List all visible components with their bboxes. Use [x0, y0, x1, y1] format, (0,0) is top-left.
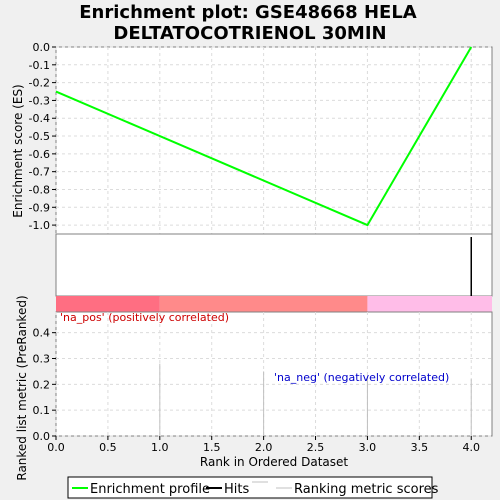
metric-y-tick-label: 0.4	[33, 327, 51, 340]
metric-y-tick-label: 0.0	[33, 430, 51, 443]
es-y-tick-label: -1.0	[29, 219, 50, 232]
x-tick-label: 4.0	[462, 441, 480, 454]
metric-y-tick-label: 0.3	[33, 353, 51, 366]
metric-y-tick-label: 0.2	[33, 378, 51, 391]
x-tick-label: 0.5	[99, 441, 117, 454]
es-panel	[55, 46, 493, 235]
es-y-tick-label: -0.1	[29, 59, 50, 72]
es-y-tick-label: -0.4	[29, 112, 50, 125]
legend-label-hits: Hits	[224, 482, 249, 497]
legend: Enrichment profile Hits Ranking metric s…	[67, 476, 439, 499]
metric-y-axis-label: Ranked list metric (PreRanked)	[15, 295, 29, 480]
metric-y-tick-label: 0.1	[33, 404, 51, 417]
x-tick-label: 2.5	[307, 441, 325, 454]
es-y-tick-label: -0.5	[29, 130, 50, 143]
x-tick-label: 3.0	[359, 441, 377, 454]
chart-title-line1: Enrichment plot: GSE48668 HELA	[79, 2, 417, 23]
es-y-tick-label: -0.3	[29, 94, 50, 107]
x-ticks: 0.0 0.5 1.0 1.5 2.0 2.5 3.0 3.5 4.0	[47, 436, 480, 454]
x-tick-label: 1.0	[151, 441, 169, 454]
es-y-axis-label: Enrichment score (ES)	[11, 84, 25, 217]
metric-bars	[159, 363, 472, 436]
es-y-tick-label: -0.2	[29, 77, 50, 90]
pos-label: 'na_pos' (positively correlated)	[60, 311, 229, 324]
x-tick-label: 0.0	[47, 441, 65, 454]
legend-label-enrichment-profile: Enrichment profile	[90, 482, 210, 497]
es-profile-line	[55, 46, 473, 227]
metric-y-ticks: 0.0 0.1 0.2 0.3 0.4	[33, 327, 56, 443]
legend-box	[67, 476, 433, 499]
color-band-segment-1	[159, 296, 368, 312]
x-tick-label: 1.5	[203, 441, 221, 454]
color-band-segment-2	[367, 296, 492, 312]
es-line-layer	[55, 46, 473, 227]
x-tick-label: 3.5	[411, 441, 429, 454]
es-y-tick-label: -0.7	[29, 166, 50, 179]
color-band-segment-0	[56, 296, 160, 312]
es-y-tick-label: -0.8	[29, 183, 50, 196]
es-y-tick-label: 0.0	[33, 41, 51, 54]
es-y-ticks: 0.0 -0.1 -0.2 -0.3 -0.4 -0.5 -0.6 -0.7 -0.8 -0.9 -…	[29, 41, 56, 232]
es-y-tick-label: -0.9	[29, 201, 50, 214]
es-grid	[55, 46, 492, 234]
x-tick-label: 2.0	[255, 441, 273, 454]
neg-label: 'na_neg' (negatively correlated)	[274, 371, 449, 384]
color-band	[56, 296, 492, 312]
hits-panel	[55, 233, 493, 297]
x-axis-label: Rank in Ordered Dataset	[200, 455, 348, 469]
legend-label-ranking-metric: Ranking metric scores	[294, 482, 439, 497]
es-y-tick-label: -0.6	[29, 148, 50, 161]
chart-title-line2: DELTATOCOTRIENOL 30MIN	[113, 23, 386, 44]
